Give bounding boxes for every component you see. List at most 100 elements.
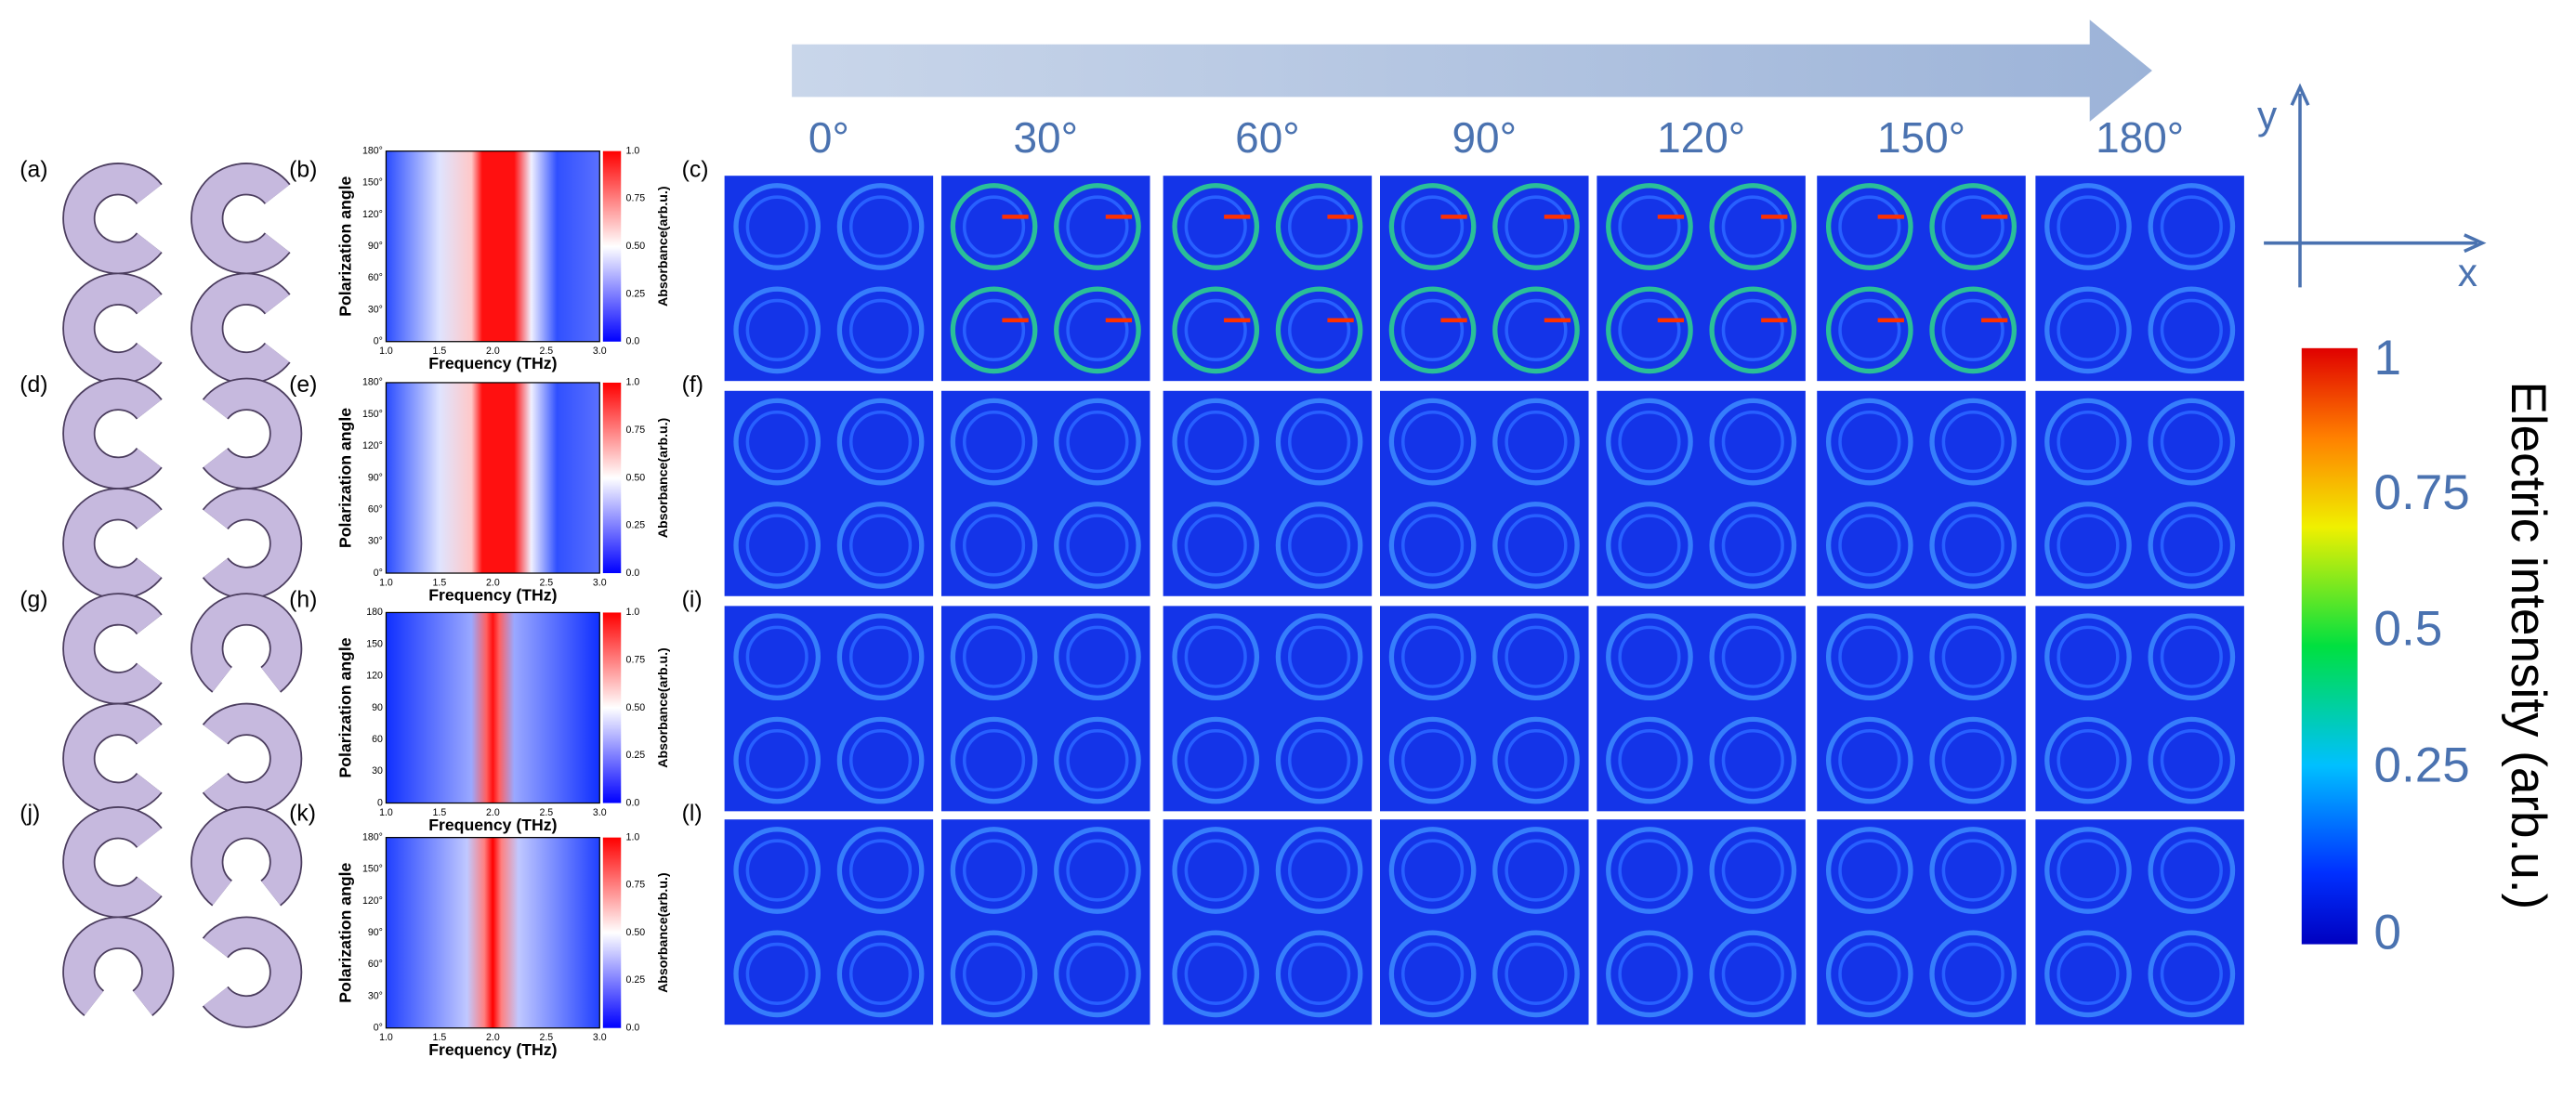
c-ring (191, 594, 301, 692)
field-ring (1172, 286, 1260, 374)
field-ring (950, 827, 1038, 914)
absorbance-colorbar (602, 382, 622, 574)
field-ring (1275, 398, 1363, 486)
field-ring (1388, 930, 1477, 1018)
field-ring (1275, 827, 1363, 914)
field-map (1817, 606, 2026, 812)
x-tick-label: 2.5 (539, 346, 553, 357)
field-ring-inner (1838, 625, 1901, 688)
field-ring-inner (1400, 514, 1465, 577)
field-map (2035, 176, 2244, 382)
field-ring-inner (1184, 839, 1247, 902)
colorbar-title: Absorbance(arb.u.) (655, 186, 670, 307)
field-ring (2148, 613, 2236, 701)
field-ring-inner (2057, 514, 2120, 577)
field-ring-inner (1184, 298, 1247, 361)
field-ring-inner (1941, 942, 2004, 1005)
field-ring-inner (745, 195, 808, 258)
field-ring (1492, 827, 1580, 914)
field-ring-inner (848, 942, 913, 1005)
field-ring-inner (848, 728, 913, 792)
field-ring-inner (1505, 625, 1568, 688)
field-map (1380, 176, 1589, 382)
c-ring (191, 163, 290, 273)
field-ring (1709, 502, 1797, 589)
field-ring (950, 930, 1038, 1018)
field-ring-inner (1287, 728, 1351, 792)
field-ring-inner (1287, 514, 1351, 577)
field-ring-inner (2160, 195, 2223, 258)
field-map (940, 819, 1150, 1025)
c-ring (204, 379, 301, 489)
field-ring-inner (962, 514, 1026, 577)
absorbance-colorbar (602, 612, 622, 803)
field-ring-inner (1838, 728, 1901, 792)
y-tick-label: 60° (368, 272, 383, 283)
y-axis-title: Polarization angle (336, 408, 355, 548)
field-ring (2148, 502, 2236, 589)
field-ring (836, 827, 925, 914)
colorbar-tick: 0.75 (626, 880, 646, 891)
c-ring (204, 489, 301, 598)
field-ring-inner (1505, 942, 1568, 1005)
field-ring (1172, 398, 1260, 486)
field-map (724, 176, 934, 382)
field-ring-inner (1618, 625, 1681, 688)
panel-label: (c) (682, 157, 709, 182)
y-tick-label: 90° (368, 927, 383, 938)
field-map (1380, 390, 1589, 596)
field-ring (2044, 827, 2132, 914)
field-ring (1054, 930, 1141, 1018)
field-ring-inner (1941, 298, 2004, 361)
c-ring (204, 918, 301, 1026)
field-ring (836, 398, 925, 486)
field-ring (1825, 613, 1913, 701)
x-axis-title: Frequency (THz) (428, 585, 557, 604)
y-tick-label: 180° (362, 831, 383, 842)
c-ring (191, 807, 301, 906)
field-ring (2148, 398, 2236, 486)
field-ring-inner (1400, 728, 1465, 792)
field-ring (1606, 613, 1693, 701)
field-ring (2148, 716, 2236, 804)
field-ring-inner (2057, 410, 2120, 474)
colorbar-tick: 1 (2374, 331, 2402, 385)
x-tick-label: 1.5 (433, 346, 447, 357)
field-ring (1275, 613, 1363, 701)
field-ring (950, 613, 1038, 701)
colorbar-title: Electric intensity (arb.u.) (2501, 381, 2556, 909)
field-ring-inner (745, 942, 808, 1005)
field-ring-inner (1287, 625, 1351, 688)
field-ring (1825, 716, 1913, 804)
field-ring-inner (1505, 728, 1568, 792)
y-axis-title: Polarization angle (336, 862, 355, 1002)
field-ring (733, 398, 821, 486)
field-map (940, 390, 1150, 596)
angle-header: 60° (1235, 113, 1299, 162)
c-ring (64, 704, 162, 814)
colorbar-title: Absorbance(arb.u.) (655, 647, 670, 767)
field-ring (950, 716, 1038, 804)
field-ring-inner (1184, 728, 1247, 792)
x-tick-label: 2.0 (486, 346, 500, 357)
field-ring (1709, 183, 1797, 270)
field-ring (1492, 613, 1580, 701)
field-ring-inner (1941, 410, 2004, 474)
field-ring (950, 502, 1038, 589)
field-ring-inner (1184, 410, 1247, 474)
field-ring (950, 398, 1038, 486)
x-tick-label: 1.5 (433, 577, 447, 588)
x-tick-label: 1.5 (433, 1032, 447, 1043)
field-ring-inner (1184, 195, 1247, 258)
field-ring (1606, 286, 1693, 374)
field-ring-inner (1941, 195, 2004, 258)
x-tick-label: 3.0 (593, 807, 607, 818)
colorbar-title: Absorbance(arb.u.) (655, 872, 670, 993)
field-ring (1172, 502, 1260, 589)
field-ring-inner (1066, 728, 1129, 792)
field-ring-inner (962, 942, 1026, 1005)
field-map (1597, 390, 1806, 596)
field-ring (1606, 183, 1693, 270)
x-tick-label: 1.5 (433, 807, 447, 818)
colorbar-tick: 0.50 (626, 472, 646, 483)
